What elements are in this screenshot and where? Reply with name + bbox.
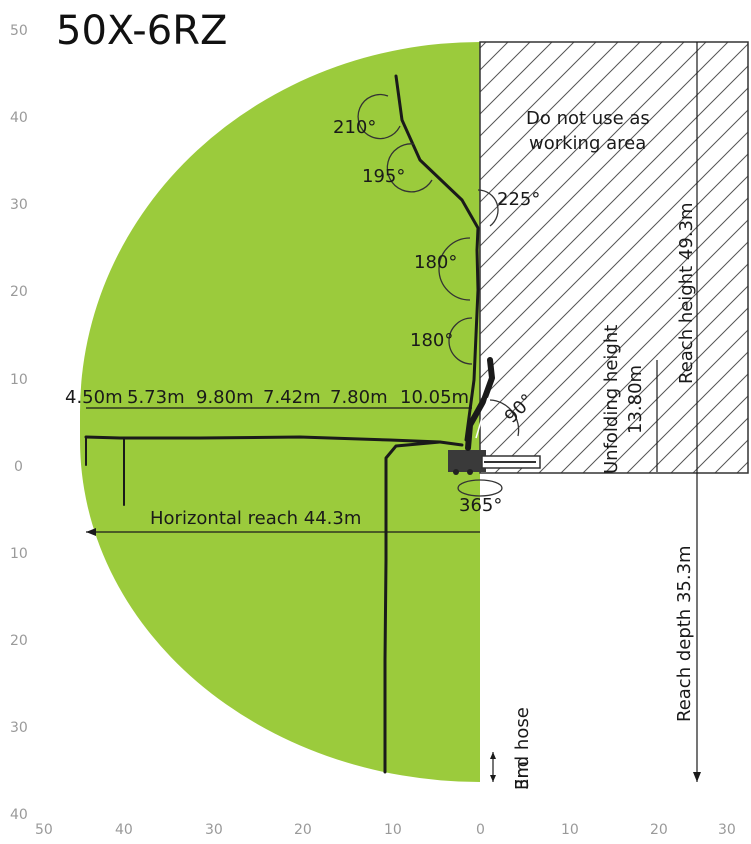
angle-225-label: 225° (497, 189, 540, 210)
bottom-tick: 40 (115, 822, 133, 838)
section-length-label: 9.80m (196, 387, 254, 408)
end-hose-line1: End hose (512, 707, 533, 790)
section-length-label: 10.05m (400, 387, 469, 408)
section-labels: 4.50m 5.73m 9.80m 7.42m 7.80m 10.05m (65, 387, 469, 408)
bottom-tick: 30 (205, 822, 223, 838)
section-length-label: 5.73m (127, 387, 185, 408)
left-axis: 50 40 30 20 10 0 10 20 30 40 (10, 23, 28, 823)
horizontal-reach-label: Horizontal reach 44.3m (150, 508, 361, 529)
angle-365-label: 365° (459, 495, 502, 516)
no-work-zone (479, 41, 749, 474)
boom-folded-vertical (394, 74, 480, 442)
reach-height-label: Reach height 49.3m (676, 202, 697, 384)
boom-vertical-down (383, 440, 442, 774)
bottom-tick: 20 (650, 822, 668, 838)
angle-arcs (357, 93, 520, 497)
left-tick: 40 (10, 807, 28, 823)
left-tick: 30 (10, 197, 28, 213)
bottom-tick: 50 (35, 822, 53, 838)
boom-tower (465, 357, 495, 451)
left-tick: 10 (10, 372, 28, 388)
unfolding-height-line1: Unfolding height (601, 325, 622, 474)
end-hose-arrow (490, 752, 496, 782)
horizontal-reach-arrow (86, 528, 96, 536)
left-tick: 20 (10, 284, 28, 300)
truck-base (448, 450, 541, 475)
left-tick: 10 (10, 546, 28, 562)
bottom-tick: 20 (294, 822, 312, 838)
section-length-label: 7.80m (330, 387, 388, 408)
no-work-zone-line1: Do not use as (526, 108, 650, 129)
no-work-zone-line2: working area (529, 133, 646, 154)
working-range-area (80, 42, 480, 782)
angle-180-lower-label: 180° (410, 330, 453, 351)
left-tick: 40 (10, 110, 28, 126)
reach-depth-arrow (693, 772, 701, 782)
left-tick: 0 (14, 459, 23, 475)
reach-depth-label: Reach depth 35.3m (674, 545, 695, 722)
left-tick: 30 (10, 720, 28, 736)
bottom-tick: 0 (476, 822, 485, 838)
angle-195-label: 195° (362, 166, 405, 187)
bottom-tick: 10 (384, 822, 402, 838)
left-tick: 20 (10, 633, 28, 649)
section-length-label: 4.50m (65, 387, 123, 408)
unfolding-height-line2: 13.80m (625, 365, 646, 434)
boom-tower-inner (475, 397, 489, 439)
bottom-axis: 50 40 30 20 10 0 10 20 30 (35, 822, 736, 838)
angle-180-upper-label: 180° (414, 252, 457, 273)
page-title: 50X-6RZ (56, 8, 227, 54)
section-length-label: 7.42m (263, 387, 321, 408)
angle-210-label: 210° (333, 117, 376, 138)
end-hose-line2: 3m (512, 761, 533, 790)
bottom-tick: 10 (561, 822, 579, 838)
left-tick: 50 (10, 23, 28, 39)
bottom-tick: 30 (718, 822, 736, 838)
